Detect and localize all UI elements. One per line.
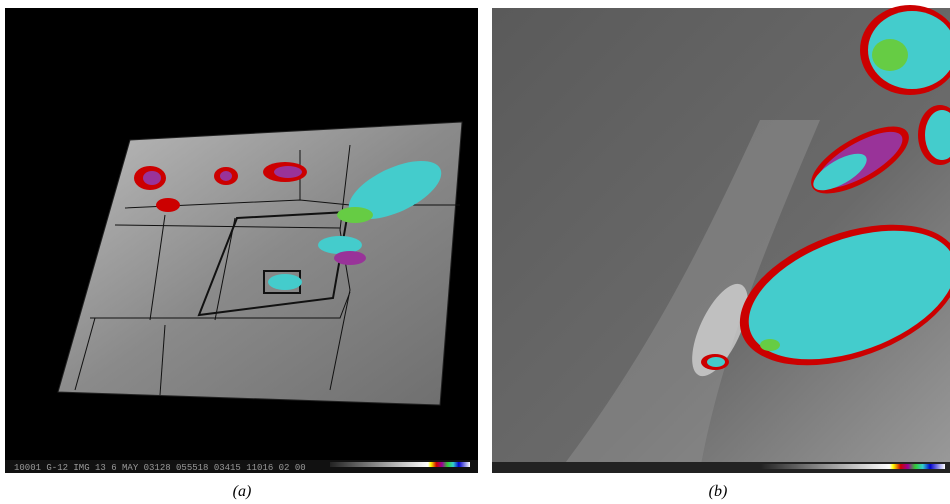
panel-a: 10001 G-12 IMG 13 6 MAY 03128 055518 034… (5, 8, 478, 473)
panel-label: (a) (233, 483, 252, 500)
info-bar: 10001 G-12 IMG 13 6 MAY 03128 055518 034… (14, 463, 306, 473)
panel-label: (b) (709, 483, 728, 500)
figure: 10001 G-12 IMG 13 6 MAY 03128 055518 034… (0, 0, 950, 504)
figure-svg: 10001 G-12 IMG 13 6 MAY 03128 055518 034… (0, 0, 950, 504)
panel-b (492, 5, 950, 473)
